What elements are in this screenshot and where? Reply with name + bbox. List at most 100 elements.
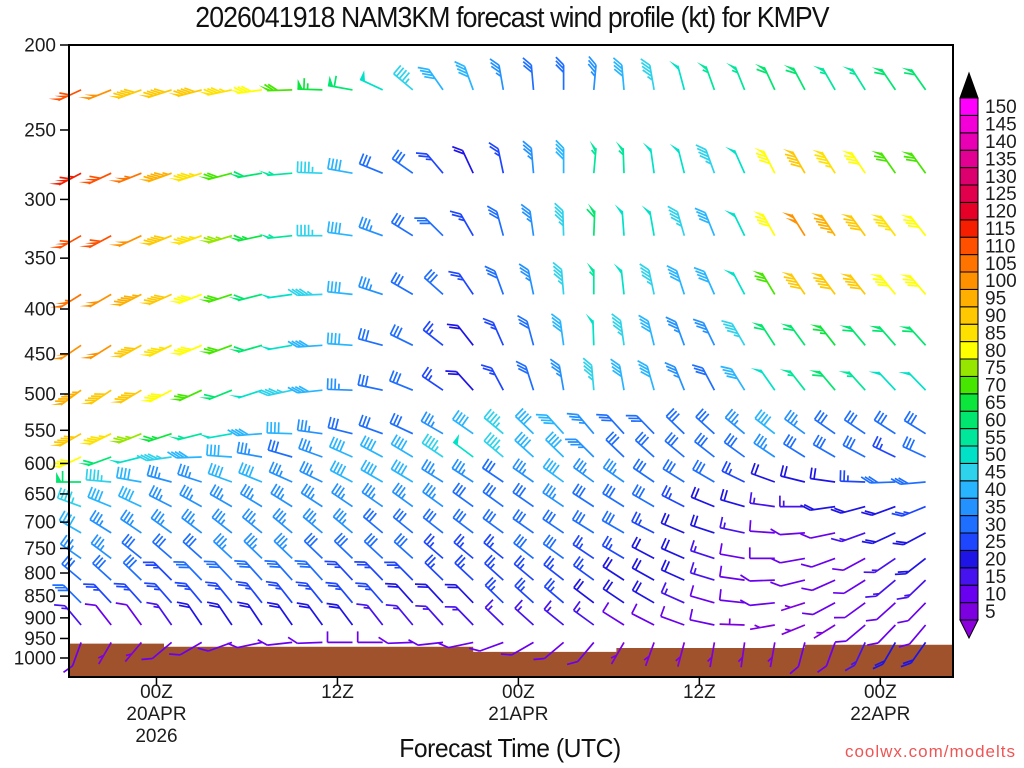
wind-barb	[198, 87, 233, 96]
colorbar-cell	[959, 184, 979, 203]
barb-pennant	[781, 212, 795, 220]
barb-staff	[296, 419, 323, 435]
x-axis-title: Forecast Time (UTC)	[399, 733, 621, 763]
wind-barb	[327, 416, 353, 435]
wind-barb	[257, 638, 293, 646]
barb-staff	[423, 268, 444, 296]
wind-barb	[753, 147, 776, 174]
wind-barb	[841, 150, 866, 174]
barb-staff	[748, 520, 775, 534]
barb-pennant	[78, 181, 94, 184]
barb-staff	[87, 486, 112, 508]
wind-barb	[631, 557, 655, 581]
barb-staff	[566, 412, 595, 435]
barb-staff	[207, 432, 233, 439]
wind-barb	[689, 608, 715, 626]
wind-barb	[719, 618, 745, 626]
barb-staff	[143, 432, 172, 443]
wind-barb	[422, 482, 444, 508]
barb-staff	[150, 508, 173, 534]
wind-barb	[675, 642, 686, 667]
colorbar-cell	[959, 358, 979, 377]
wind-barb	[725, 146, 746, 174]
wind-barb	[423, 533, 444, 560]
barb-staff	[552, 261, 565, 295]
wind-barb	[898, 371, 927, 391]
wind-barb	[706, 642, 716, 668]
wind-barb	[296, 602, 324, 626]
barb-staff	[333, 532, 354, 560]
barb-staff	[755, 150, 776, 174]
colorbar-label: 90	[985, 306, 1006, 327]
wind-barb	[389, 324, 414, 347]
y-tick-label: 600	[24, 454, 56, 475]
colorbar-cell	[959, 219, 979, 238]
barb-staff	[484, 265, 505, 295]
barb-staff	[481, 458, 504, 483]
barb-staff	[514, 431, 535, 458]
barb-staff	[357, 374, 383, 392]
barb-staff	[482, 508, 504, 534]
wind-barb	[720, 365, 746, 391]
barb-staff	[753, 323, 776, 346]
barb-staff	[54, 604, 82, 626]
wind-barb	[693, 266, 716, 295]
wind-barb	[444, 583, 474, 604]
wind-barb	[326, 602, 354, 626]
wind-barb	[770, 579, 806, 587]
x-tick-label: 20APR	[126, 704, 186, 725]
barb-staff	[512, 509, 534, 534]
wind-barb	[198, 344, 233, 355]
barb-staff	[287, 339, 323, 348]
wind-barb	[408, 638, 444, 646]
wind-barb	[452, 409, 474, 435]
colorbar-cell	[959, 201, 979, 221]
x-tick-label: 21APR	[488, 704, 548, 725]
barb-staff	[843, 410, 866, 435]
barb-staff	[835, 624, 866, 643]
barb-staff	[512, 458, 534, 483]
colorbar-cell	[959, 341, 979, 360]
wind-barb	[783, 64, 806, 91]
wind-barb	[385, 604, 414, 626]
colorbar-cell	[959, 97, 979, 116]
barb-staff	[143, 171, 172, 183]
y-tick-label: 650	[24, 484, 56, 505]
barb-staff	[610, 358, 625, 391]
wind-barb	[358, 414, 383, 435]
wind-barb	[723, 432, 746, 458]
barb-staff	[119, 509, 142, 534]
barb-staff	[602, 483, 625, 508]
wind-barb	[238, 462, 263, 483]
barb-staff	[898, 624, 927, 648]
barb-staff	[872, 274, 897, 295]
barb-staff	[833, 579, 866, 595]
wind-barb	[108, 234, 142, 248]
wind-barb	[842, 435, 866, 458]
colorbar-cell	[959, 288, 979, 308]
wind-barb	[422, 320, 444, 346]
y-tick-label: 300	[24, 190, 56, 211]
wind-barb	[550, 313, 565, 346]
barb-staff	[873, 152, 897, 174]
barb-staff	[113, 582, 143, 604]
watermark-link[interactable]: coolwx.com/modelts	[844, 742, 1016, 761]
barb-staff	[117, 485, 142, 508]
wind-barb	[660, 582, 685, 604]
wind-barb	[664, 431, 685, 458]
wind-barb	[660, 605, 685, 626]
wind-barb	[109, 344, 142, 359]
wind-barb	[753, 433, 776, 458]
barb-staff	[390, 459, 414, 483]
y-tick-label: 800	[24, 564, 56, 585]
wind-barb	[718, 589, 745, 604]
wind-barb	[566, 641, 595, 666]
wind-barb	[900, 214, 927, 237]
barb-staff	[420, 411, 444, 435]
wind-barb	[239, 483, 263, 508]
barb-staff	[514, 407, 535, 435]
wind-barb	[333, 532, 354, 560]
barb-staff	[483, 408, 504, 435]
wind-barb	[689, 540, 715, 560]
